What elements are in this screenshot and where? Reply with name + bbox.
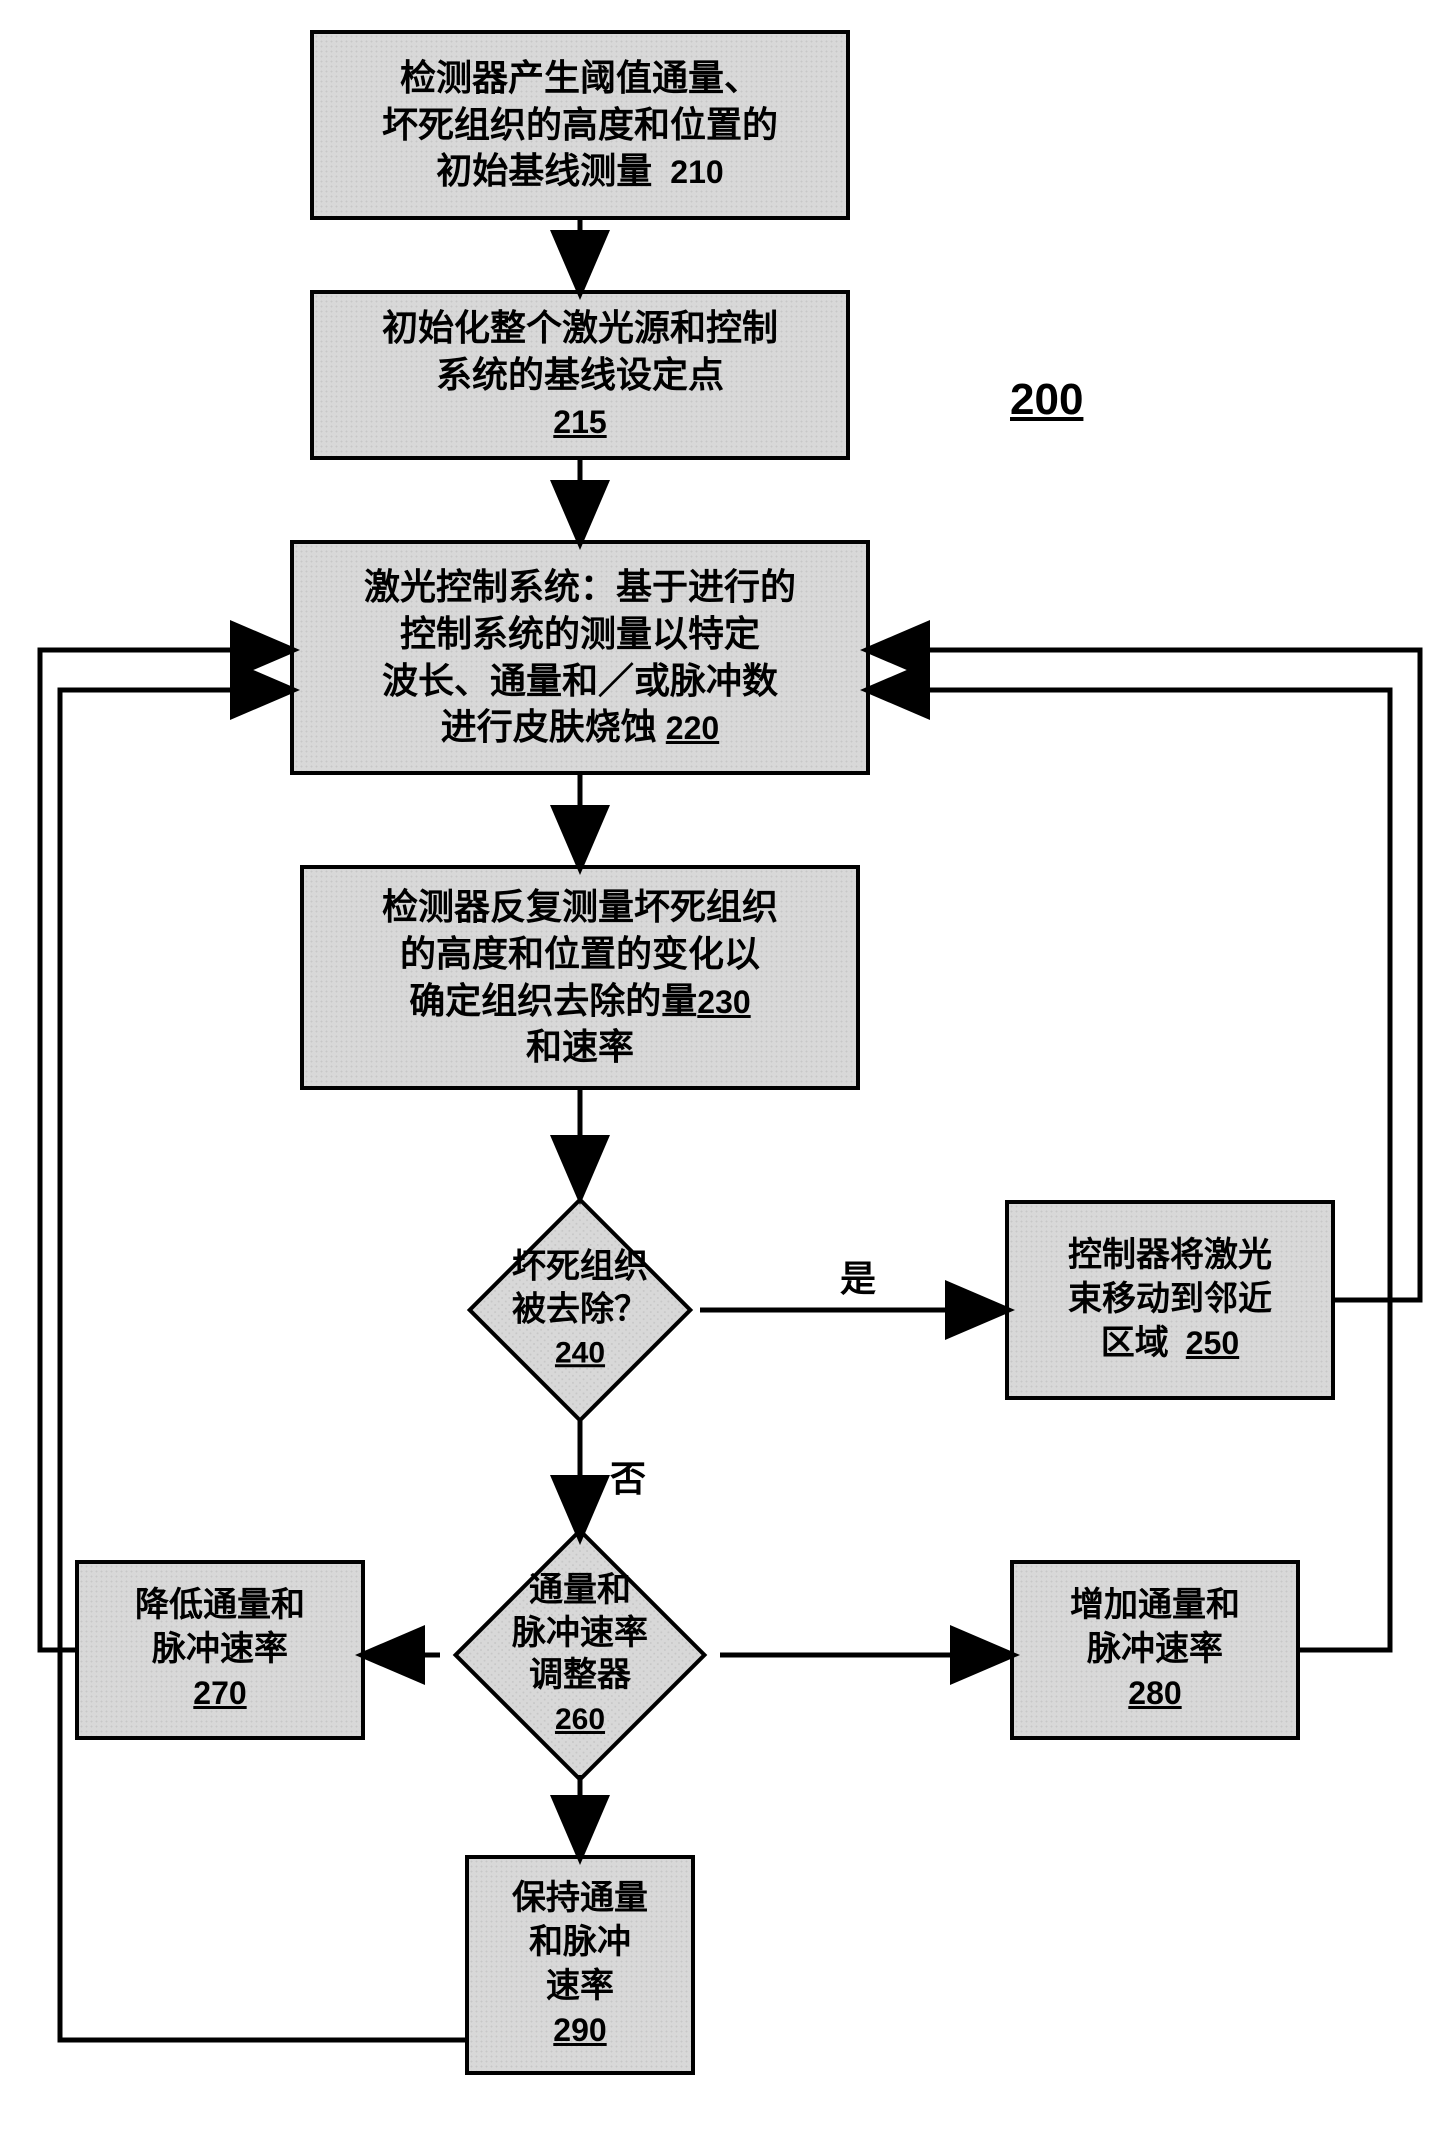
- node-215: 初始化整个激光源和控制 系统的基线设定点 215: [310, 290, 850, 460]
- node-250: 控制器将激光 束移动到邻近 区域 250: [1005, 1200, 1335, 1400]
- node-210-text: 检测器产生阈值通量、 坏死组织的高度和位置的 初始基线测量 210: [382, 55, 778, 195]
- node-270: 降低通量和 脉冲速率 270: [75, 1560, 365, 1740]
- node-280: 增加通量和 脉冲速率 280: [1010, 1560, 1300, 1740]
- node-240: 坏死组织 被去除？ 240: [450, 1195, 710, 1425]
- figure-number: 200: [1010, 375, 1083, 425]
- node-215-text: 初始化整个激光源和控制 系统的基线设定点 215: [382, 305, 778, 445]
- node-240-text: 坏死组织 被去除？ 240: [450, 1246, 710, 1374]
- edge-270-220: [40, 650, 290, 1650]
- node-290: 保持通量 和脉冲 速率 290: [465, 1855, 695, 2075]
- node-220: 激光控制系统：基于进行的 控制系统的测量以特定 波长、通量和／或脉冲数 进行皮肤…: [290, 540, 870, 775]
- node-260-text: 通量和 脉冲速率 调整器 260: [435, 1570, 725, 1740]
- node-260: 通量和 脉冲速率 调整器 260: [435, 1530, 725, 1780]
- edge-label-yes: 是: [840, 1250, 876, 1302]
- node-230: 检测器反复测量坏死组织 的高度和位置的变化以 确定组织去除的量230 和速率: [300, 865, 860, 1090]
- node-210: 检测器产生阈值通量、 坏死组织的高度和位置的 初始基线测量 210: [310, 30, 850, 220]
- edge-280-220: [870, 690, 1390, 1650]
- node-250-text: 控制器将激光 束移动到邻近 区域 250: [1068, 1234, 1272, 1367]
- node-270-text: 降低通量和 脉冲速率 270: [135, 1584, 305, 1717]
- node-280-text: 增加通量和 脉冲速率 280: [1070, 1584, 1240, 1717]
- node-230-text: 检测器反复测量坏死组织 的高度和位置的变化以 确定组织去除的量230 和速率: [382, 884, 778, 1071]
- node-220-text: 激光控制系统：基于进行的 控制系统的测量以特定 波长、通量和／或脉冲数 进行皮肤…: [364, 564, 796, 751]
- node-290-text: 保持通量 和脉冲 速率 290: [512, 1877, 648, 2054]
- edge-label-no: 否: [610, 1450, 646, 1502]
